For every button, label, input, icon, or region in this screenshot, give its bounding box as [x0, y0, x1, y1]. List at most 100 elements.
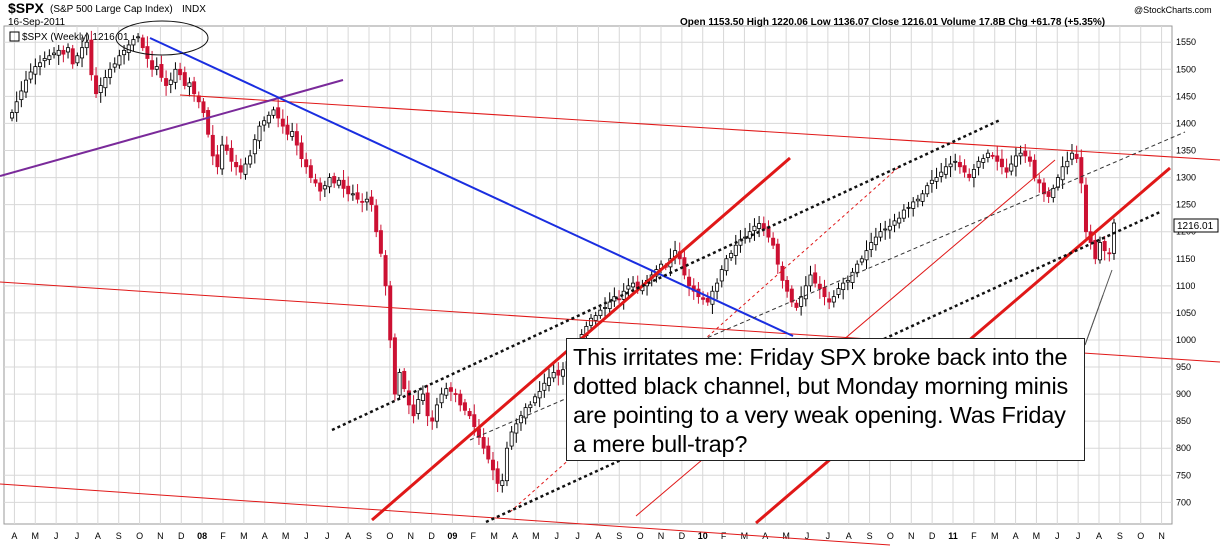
- x-tick-label: J: [325, 531, 330, 541]
- candle-body: [626, 285, 631, 290]
- price-tag-box: [1173, 218, 1219, 233]
- candle-body: [425, 392, 430, 417]
- x-tick-label: J: [54, 531, 59, 541]
- candle-body: [962, 165, 967, 173]
- candle-body: [290, 131, 295, 137]
- candle-body: [733, 244, 738, 256]
- candle-body: [831, 296, 836, 303]
- candle-body: [458, 393, 463, 406]
- x-tick-label: M: [991, 531, 999, 541]
- candle-body: [374, 205, 379, 233]
- candle-body: [294, 131, 299, 146]
- x-tick-label: 09: [447, 531, 457, 541]
- candle-body: [803, 285, 808, 300]
- x-tick-label: O: [637, 531, 644, 541]
- candle-body: [206, 110, 211, 135]
- x-tick-label: F: [721, 531, 727, 541]
- candle-body: [187, 82, 192, 88]
- candle-body: [140, 37, 145, 49]
- candle-body: [948, 163, 953, 168]
- y-tick-label: 700: [1176, 497, 1191, 507]
- candle-body: [80, 47, 85, 59]
- candle-body: [1013, 155, 1018, 167]
- candle-body: [603, 307, 608, 309]
- x-tick-label: N: [658, 531, 665, 541]
- x-tick-label: F: [471, 531, 477, 541]
- x-tick-label: M: [741, 531, 749, 541]
- candle-body: [836, 288, 841, 295]
- candle-body: [336, 179, 341, 186]
- channel-black-dotted-upper: [331, 118, 1001, 432]
- candle-body: [794, 302, 799, 308]
- x-tick-label: 08: [197, 531, 207, 541]
- candle-body: [355, 192, 360, 200]
- candle-body: [504, 447, 509, 482]
- candle-body: [808, 274, 813, 287]
- y-tick-label: 1150: [1176, 254, 1195, 264]
- candle-body: [112, 63, 117, 68]
- candle-body: [224, 144, 229, 151]
- x-tick-label: S: [616, 531, 622, 541]
- x-tick-label: O: [1137, 531, 1144, 541]
- candle-body: [215, 154, 220, 168]
- candle-body: [556, 369, 561, 376]
- candle-body: [1046, 191, 1051, 197]
- x-tick-label: A: [1096, 531, 1102, 541]
- x-tick-label: M: [782, 531, 790, 541]
- candle-body: [42, 58, 47, 62]
- candle-body: [201, 101, 206, 114]
- candle-body: [271, 109, 276, 116]
- candle-body: [327, 177, 332, 188]
- trendline-upper-red-thin: [179, 94, 1221, 161]
- candle-body: [117, 55, 122, 66]
- candle-body: [682, 257, 687, 276]
- candle-body: [1032, 159, 1037, 178]
- candle-body: [518, 415, 523, 424]
- candle-body: [122, 49, 127, 56]
- x-tick-label: S: [867, 531, 873, 541]
- x-tick-label: A: [1013, 531, 1019, 541]
- candle-body: [1051, 187, 1056, 198]
- candle-body: [705, 297, 710, 303]
- candle-body: [364, 198, 369, 203]
- candle-body: [1023, 150, 1028, 157]
- candle-body: [631, 282, 636, 288]
- candle-body: [350, 193, 355, 196]
- x-tick-label: J: [554, 531, 559, 541]
- candle-body: [75, 55, 80, 64]
- x-tick-label: D: [178, 531, 185, 541]
- candle-body: [780, 265, 785, 281]
- candle-body: [1079, 157, 1084, 184]
- x-tick-label: J: [826, 531, 831, 541]
- x-tick-label: J: [575, 531, 580, 541]
- candle-body: [108, 68, 113, 78]
- candle-body: [98, 85, 103, 93]
- x-tick-label: A: [512, 531, 518, 541]
- y-tick-label: 1500: [1176, 64, 1196, 74]
- candle-body: [24, 79, 29, 93]
- candle-body: [397, 372, 402, 396]
- legend-swatch: [9, 31, 20, 42]
- candle-body: [33, 66, 38, 75]
- x-tick-label: O: [386, 531, 393, 541]
- candle-body: [995, 155, 1000, 162]
- candle-body: [38, 62, 43, 67]
- candle-body: [1112, 222, 1117, 254]
- candle-body: [229, 147, 234, 162]
- candle-body: [210, 134, 215, 157]
- chart-name: (S&P 500 Large Cap Index): [50, 4, 173, 15]
- candle-body: [957, 162, 962, 168]
- candle-body: [1004, 167, 1009, 173]
- x-tick-label: 10: [698, 531, 708, 541]
- candle-body: [19, 90, 24, 101]
- x-tick-label: A: [595, 531, 601, 541]
- candle-body: [771, 237, 776, 246]
- candle-body: [467, 411, 472, 417]
- y-tick-label: 800: [1176, 443, 1191, 453]
- candle-body: [920, 193, 925, 202]
- x-tick-label: M: [282, 531, 290, 541]
- candle-body: [939, 171, 944, 177]
- candle-body: [715, 282, 720, 292]
- candle-body: [1074, 153, 1079, 160]
- candle-body: [845, 280, 850, 283]
